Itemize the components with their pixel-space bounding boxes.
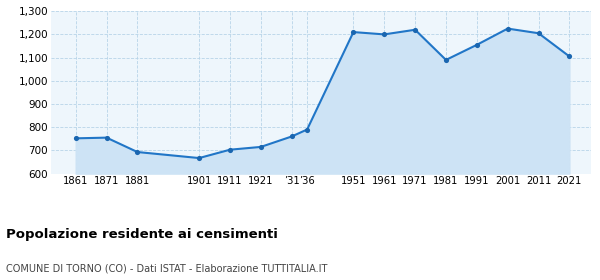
Point: [565, 54, 574, 59]
Point: [194, 156, 204, 160]
Point: [102, 136, 112, 140]
Point: [472, 43, 482, 47]
Point: [503, 26, 512, 31]
Point: [302, 127, 312, 132]
Point: [441, 58, 451, 62]
Point: [410, 27, 420, 32]
Point: [133, 150, 142, 154]
Text: Popolazione residente ai censimenti: Popolazione residente ai censimenti: [6, 228, 278, 241]
Point: [379, 32, 389, 37]
Point: [225, 148, 235, 152]
Point: [349, 30, 358, 34]
Point: [534, 31, 544, 36]
Point: [256, 145, 266, 149]
Point: [71, 136, 80, 141]
Point: [287, 134, 296, 139]
Text: COMUNE DI TORNO (CO) - Dati ISTAT - Elaborazione TUTTITALIA.IT: COMUNE DI TORNO (CO) - Dati ISTAT - Elab…: [6, 263, 328, 273]
